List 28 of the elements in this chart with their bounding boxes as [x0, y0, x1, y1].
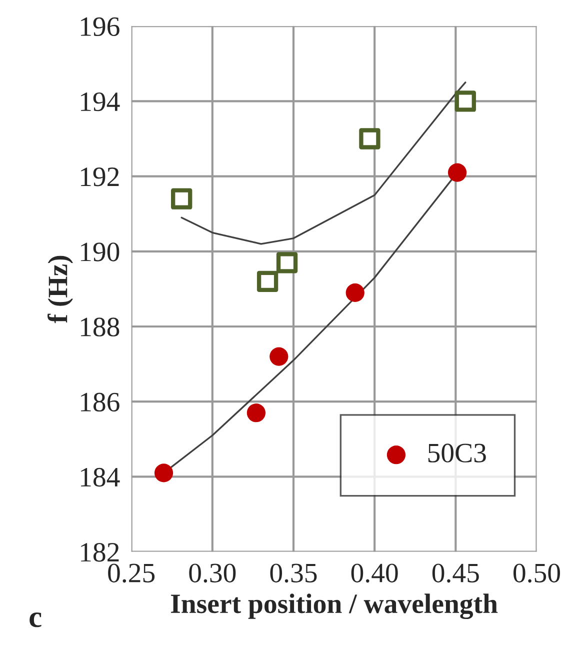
x-tick-label: 0.40	[351, 564, 398, 583]
point	[454, 90, 476, 112]
point	[359, 128, 380, 150]
x-tick-label: 0.25	[108, 564, 155, 583]
x-axis-title: Insert position / wavelength	[171, 594, 498, 620]
point	[270, 347, 288, 366]
x-tick-label: 0.30	[189, 564, 236, 583]
y-tick-label: 186	[80, 392, 120, 412]
y-tick-label: 184	[80, 468, 120, 487]
point	[346, 283, 364, 302]
point	[246, 404, 266, 422]
y-tick-label: 190	[80, 242, 120, 262]
y-tick-label: 196	[80, 17, 120, 36]
x-tick-label: 0.50	[513, 564, 560, 583]
x-tick-label: 0.35	[270, 564, 317, 583]
point	[171, 188, 192, 210]
point	[276, 252, 298, 274]
point	[448, 163, 467, 182]
y-axis-title: f (Hz)	[48, 256, 73, 324]
y-tick-label: 188	[80, 318, 120, 336]
point	[154, 464, 174, 482]
text: c	[30, 612, 42, 628]
legend-label: 50C3	[428, 444, 486, 462]
y-tick-label: 182	[80, 542, 119, 562]
x-tick-label: 0.45	[432, 564, 479, 583]
y-tick-label: 192	[80, 168, 119, 186]
point	[256, 270, 278, 292]
y-tick-label: 194	[80, 92, 120, 112]
